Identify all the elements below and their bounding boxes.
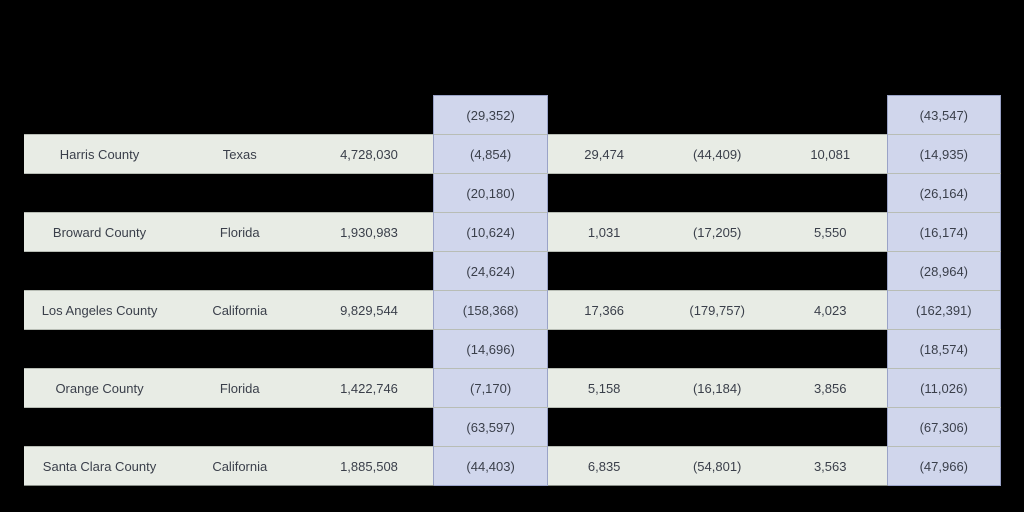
- table-row: Los Angeles County California 9,829,544 …: [24, 291, 1001, 330]
- cell: (29,352): [434, 96, 547, 135]
- interleave-row: (20,180) (26,164): [24, 174, 1001, 213]
- cell: (44,409): [661, 135, 774, 174]
- cell: (24,624): [434, 252, 547, 291]
- county-table: (29,352) (43,547) Harris County Texas 4,…: [24, 95, 1001, 486]
- interleave-row: (29,352) (43,547): [24, 96, 1001, 135]
- table-row: Broward County Florida 1,930,983 (10,624…: [24, 213, 1001, 252]
- cell: (17,205): [661, 213, 774, 252]
- cell: 6,835: [547, 447, 660, 486]
- cell: 5,550: [774, 213, 887, 252]
- cell: (67,306): [887, 408, 1000, 447]
- cell: (18,574): [887, 330, 1000, 369]
- cell: (7,170): [434, 369, 547, 408]
- cell: (16,174): [887, 213, 1000, 252]
- cell: 3,856: [774, 369, 887, 408]
- cell: (10,624): [434, 213, 547, 252]
- cell: (14,696): [434, 330, 547, 369]
- county-cell: Harris County: [24, 135, 175, 174]
- interleave-row: (24,624) (28,964): [24, 252, 1001, 291]
- cell: (162,391): [887, 291, 1000, 330]
- cell: (26,164): [887, 174, 1000, 213]
- table-row: Santa Clara County California 1,885,508 …: [24, 447, 1001, 486]
- county-cell: Santa Clara County: [24, 447, 175, 486]
- cell: (14,935): [887, 135, 1000, 174]
- state-cell: California: [175, 447, 304, 486]
- pop-cell: 1,422,746: [305, 369, 434, 408]
- cell: (179,757): [661, 291, 774, 330]
- county-cell: Orange County: [24, 369, 175, 408]
- cell: 3,563: [774, 447, 887, 486]
- pop-cell: 4,728,030: [305, 135, 434, 174]
- cell: (44,403): [434, 447, 547, 486]
- table-row: Orange County Florida 1,422,746 (7,170) …: [24, 369, 1001, 408]
- cell: (63,597): [434, 408, 547, 447]
- table-container: (29,352) (43,547) Harris County Texas 4,…: [24, 95, 1001, 486]
- cell: 10,081: [774, 135, 887, 174]
- state-cell: Florida: [175, 369, 304, 408]
- cell: (158,368): [434, 291, 547, 330]
- cell: (54,801): [661, 447, 774, 486]
- cell: (11,026): [887, 369, 1000, 408]
- county-cell: Broward County: [24, 213, 175, 252]
- cell: (28,964): [887, 252, 1000, 291]
- cell: 29,474: [547, 135, 660, 174]
- cell: (20,180): [434, 174, 547, 213]
- cell: 1,031: [547, 213, 660, 252]
- state-cell: Texas: [175, 135, 304, 174]
- county-cell: Los Angeles County: [24, 291, 175, 330]
- cell: (4,854): [434, 135, 547, 174]
- state-cell: Florida: [175, 213, 304, 252]
- cell: 4,023: [774, 291, 887, 330]
- cell: (47,966): [887, 447, 1000, 486]
- table-row: Harris County Texas 4,728,030 (4,854) 29…: [24, 135, 1001, 174]
- cell: (16,184): [661, 369, 774, 408]
- cell: 17,366: [547, 291, 660, 330]
- interleave-row: (63,597) (67,306): [24, 408, 1001, 447]
- pop-cell: 9,829,544: [305, 291, 434, 330]
- state-cell: California: [175, 291, 304, 330]
- pop-cell: 1,930,983: [305, 213, 434, 252]
- table-body: (29,352) (43,547) Harris County Texas 4,…: [24, 96, 1001, 486]
- cell: (43,547): [887, 96, 1000, 135]
- pop-cell: 1,885,508: [305, 447, 434, 486]
- interleave-row: (14,696) (18,574): [24, 330, 1001, 369]
- cell: 5,158: [547, 369, 660, 408]
